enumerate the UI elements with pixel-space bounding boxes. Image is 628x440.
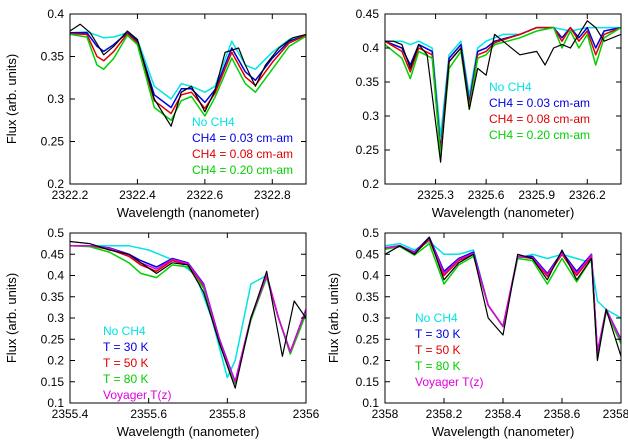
x-tick-label: 2322.4 <box>119 188 156 202</box>
y-tick-label: 0.45 <box>356 7 380 21</box>
legend-entry: CH4 = 0.08 cm-am <box>489 112 590 126</box>
legend-entry: No CH4 <box>489 80 532 94</box>
legend: No CH4 CH4 = 0.03 cm-am CH4 = 0.08 cm-am CH… <box>192 115 293 177</box>
plot-frame <box>384 13 622 185</box>
series-line-3 <box>385 26 621 155</box>
series-group <box>70 23 306 127</box>
chart-panel-1: 2322.2 2322.4 2322.6 2322.8 0.2 0.25 0.3 0.35 0.… <box>4 7 307 220</box>
legend-entry: Voyager T(z) <box>415 375 483 389</box>
y-tick-label: 0.1 <box>362 396 379 410</box>
y-tick-label: 0.25 <box>356 332 380 346</box>
y-tick-label: 0.15 <box>41 375 65 389</box>
legend-entry: T = 80 K <box>103 372 148 386</box>
x-tick-label: 2322.2 <box>52 188 89 202</box>
y-tick-label: 0.3 <box>47 311 64 325</box>
y-tick-label: 0.25 <box>356 143 380 157</box>
y-tick-label: 0.3 <box>362 109 379 123</box>
y-tick-label: 0.25 <box>41 332 65 346</box>
x-tick-label: 2355.6 <box>130 407 167 421</box>
y-tick-label: 0.4 <box>47 7 64 21</box>
series-line-2 <box>385 26 621 151</box>
x-axis-label: Wavelength (nanometer) <box>117 424 260 439</box>
series-line-4 <box>70 33 306 122</box>
series-group <box>70 240 306 389</box>
chart-panel-4: 2358 2358.2 2358.4 2358.6 2358.8 0.1 0.15 0.2 0.… <box>326 226 628 439</box>
legend-entry: No CH4 <box>103 324 146 338</box>
series-line-3 <box>70 32 306 115</box>
legend: No CH4 T = 30 K T = 50 K T = 80 K Voyager T(… <box>103 324 171 402</box>
y-tick-label: 0.45 <box>41 247 65 261</box>
y-tick-label: 0.2 <box>362 354 379 368</box>
y-tick-label: 0.25 <box>41 135 65 149</box>
legend-entry: No CH4 <box>192 115 235 129</box>
x-tick-label: 2355.4 <box>52 407 89 421</box>
y-tick-label: 0.4 <box>362 41 379 55</box>
x-tick-label: 2322.8 <box>254 188 291 202</box>
y-axis-label: Flux (arb. units) <box>4 54 19 144</box>
x-tick-label: 2358 <box>372 407 399 421</box>
x-axis-label: Wavelength (nanometer) <box>432 205 575 220</box>
legend-entry: CH4 = 0.20 cm-am <box>192 163 293 177</box>
legend: No CH4 T = 30 K T = 50 K T = 80 K Voyager T(… <box>415 311 483 389</box>
x-tick-label: 2325.9 <box>518 188 555 202</box>
y-tick-label: 0.5 <box>47 226 64 240</box>
legend-entry: T = 80 K <box>415 359 460 373</box>
y-tick-label: 0.2 <box>47 354 64 368</box>
legend-entry: T = 50 K <box>415 343 460 357</box>
y-tick-label: 0.3 <box>362 311 379 325</box>
y-tick-label: 0.2 <box>362 177 379 191</box>
y-tick-label: 0.35 <box>356 75 380 89</box>
x-tick-label: 2358.2 <box>426 407 463 421</box>
x-tick-label: 2358.4 <box>485 407 522 421</box>
x-axis-label: Wavelength (nanometer) <box>432 424 575 439</box>
y-tick-label: 0.35 <box>41 290 65 304</box>
legend-entry: No CH4 <box>415 311 458 325</box>
x-tick-label: 2322.6 <box>187 188 224 202</box>
x-tick-label: 2358.6 <box>544 407 581 421</box>
chart-panel-2: 2325.3 2325.6 2325.9 2326.2 0.2 0.25 0.3 0.35 0.… <box>356 7 622 220</box>
y-tick-label: 0.15 <box>356 375 380 389</box>
legend: No CH4 CH4 = 0.03 cm-am CH4 = 0.08 cm-am CH… <box>489 80 590 142</box>
y-tick-label: 0.2 <box>47 177 64 191</box>
series-line-5 <box>70 23 306 127</box>
x-tick-label: 2355.8 <box>209 407 246 421</box>
x-tick-label: 2356 <box>293 407 320 421</box>
legend-entry: T = 30 K <box>415 327 460 341</box>
series-line-5 <box>385 20 621 163</box>
series-group <box>385 236 621 362</box>
chart-panel-3: 2355.4 2355.6 2355.8 2356 0.1 0.15 0.2 0.25 0.3 0… <box>4 226 320 439</box>
series-line-6 <box>385 236 621 362</box>
y-tick-label: 0.5 <box>362 226 379 240</box>
y-tick-label: 0.45 <box>356 247 380 261</box>
y-tick-label: 0.4 <box>362 269 379 283</box>
y-tick-label: 0.1 <box>47 396 64 410</box>
x-tick-label: 2325.6 <box>468 188 505 202</box>
series-line-6 <box>70 240 306 389</box>
legend-entry: CH4 = 0.08 cm-am <box>192 147 293 161</box>
y-tick-label: 0.4 <box>47 269 64 283</box>
series-group <box>385 20 621 163</box>
series-line-1 <box>70 31 306 100</box>
y-tick-label: 0.35 <box>41 50 65 64</box>
x-tick-label: 2358.8 <box>603 407 628 421</box>
x-tick-label: 2325.3 <box>417 188 454 202</box>
legend-entry: T = 30 K <box>103 340 148 354</box>
legend-entry: CH4 = 0.03 cm-am <box>192 131 293 145</box>
x-tick-label: 2326.2 <box>569 188 606 202</box>
legend-entry: T = 50 K <box>103 356 148 370</box>
legend-entry: CH4 = 0.20 cm-am <box>489 128 590 142</box>
y-tick-label: 0.35 <box>356 290 380 304</box>
series-line-4 <box>385 26 621 158</box>
series-line-2 <box>70 31 306 109</box>
y-tick-label: 0.3 <box>47 92 64 106</box>
legend-entry: Voyager T(z) <box>103 388 171 402</box>
y-axis-label: Flux (arb. units) <box>4 273 19 363</box>
x-axis-label: Wavelength (nanometer) <box>117 205 260 220</box>
y-axis-label: Flux (arb. units) <box>326 273 341 363</box>
legend-entry: CH4 = 0.03 cm-am <box>489 96 590 110</box>
